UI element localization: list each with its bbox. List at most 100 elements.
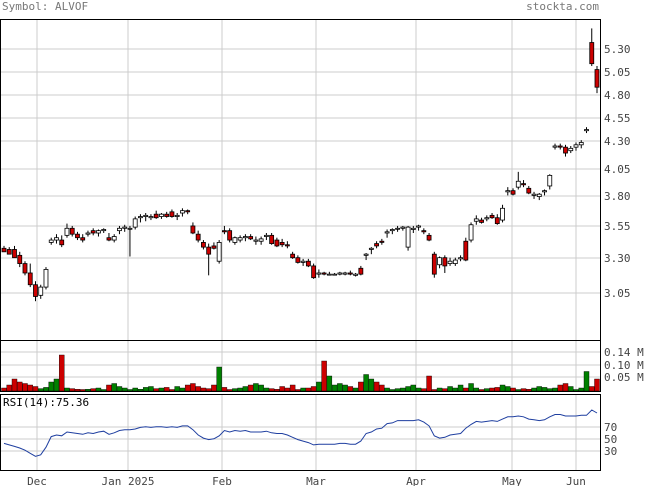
volume-bar [562,383,569,392]
candle [59,235,65,248]
volume-bar [489,387,495,392]
candle [117,225,122,235]
candle-body [584,129,589,132]
candle [138,214,143,223]
volume-bar [457,384,464,392]
volume-bar [352,387,359,392]
candle-body [69,227,75,235]
candle-body [143,214,149,217]
volume-bar [137,389,144,392]
candle-body [48,239,54,243]
candle [279,238,285,248]
rsi-line [3,409,598,457]
volume-bar [242,386,249,392]
volume-bar [536,386,542,392]
candle [148,214,154,221]
candle-body [437,257,442,266]
volume-tick-label: 0.05 M [604,371,644,384]
volume-bar [48,381,54,392]
candle-body [300,260,306,263]
candle-body [316,272,322,275]
candle [237,235,243,243]
volume-bar [410,384,417,392]
candle-body [311,265,317,279]
candle [500,204,505,223]
price-panel: 5.30 5.05 4.80 4.55 4.30 4.05 3.80 3.55 3.30 3.05 [0,19,631,341]
volume-bar [11,378,18,392]
candle [248,234,254,241]
candle-body [410,227,416,230]
candle-body [227,230,233,241]
candle [458,255,463,262]
volume-bar [274,389,280,392]
candle-body [279,242,285,246]
candle [211,242,217,250]
candle [122,224,128,232]
price-tick-label: 4.55 [604,112,631,125]
candle [521,180,526,188]
candle [578,140,584,149]
candle-body [526,187,532,194]
candle-body [358,267,364,275]
candle-body [500,207,505,221]
candle [473,215,479,225]
volume-bar [121,387,128,392]
candle-body [326,273,332,276]
candle [295,255,301,264]
candle [111,234,117,243]
candle-body [363,253,369,256]
candle-body [332,273,338,276]
volume-bar [431,389,438,392]
candle [263,233,269,241]
candle-body [80,237,86,241]
price-tick-label: 4.05 [604,163,631,176]
candle-body [353,273,359,276]
candle [405,225,411,251]
candle-body [484,217,490,220]
candle [447,257,453,266]
volume-bar [568,386,574,392]
candle-body [237,237,243,241]
volume-bar [389,389,396,392]
candle-body [452,259,458,264]
volume-bar [247,384,254,392]
volume-bar [237,387,243,392]
volume-bar [38,388,44,392]
volume-bar [589,386,595,392]
candle [515,171,521,190]
candle-body [195,233,201,241]
volume-bar [85,389,91,392]
volume-bar [342,384,348,392]
candle-body [563,146,568,154]
candle-body [557,145,563,148]
candle [337,271,343,276]
volume-bar [499,384,506,392]
candle-body [12,249,17,259]
volume-bar [515,389,521,392]
candle-body [531,193,537,196]
volume-bar [221,387,228,392]
volume-bar [116,386,123,392]
volume-panel: 0.14 M0.10 M0.05 M [0,340,644,392]
candle [6,247,12,255]
volume-bar [211,384,217,392]
candle-body [1,247,7,253]
volume-bar [526,389,532,392]
volume-bar [326,375,333,392]
volume-bar [106,384,112,392]
volume-bar [316,381,322,392]
candle-body [510,190,516,195]
volume-bar [27,384,33,392]
volume-bar [578,387,584,392]
symbol-label: Symbol: ALVOF [2,0,89,13]
volume-bar [200,387,207,392]
volume-bar [69,388,75,392]
volume-tick-label: 0.10 M [604,359,644,372]
volume-bar [74,389,81,392]
candle-body [27,272,33,286]
candle-body [295,257,301,263]
volume-bar [300,387,306,392]
candle [531,191,537,199]
candle-body [416,225,421,228]
